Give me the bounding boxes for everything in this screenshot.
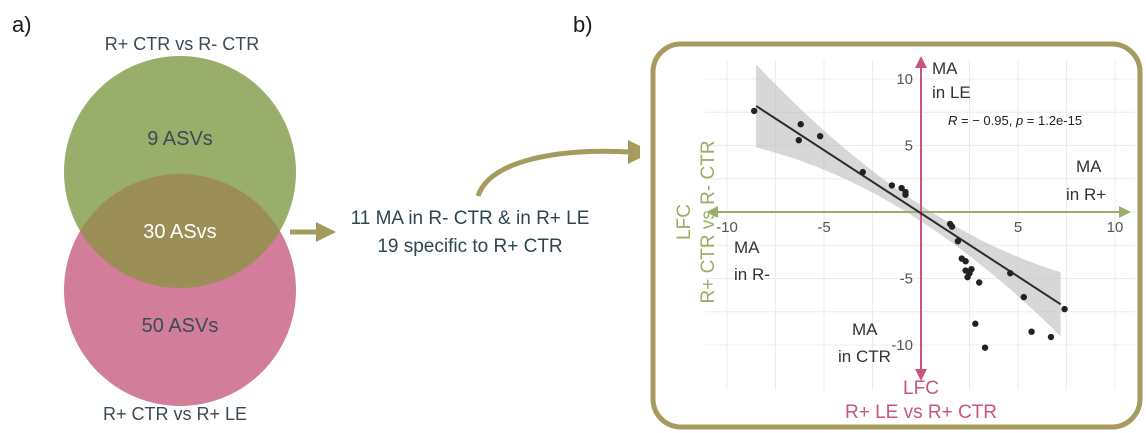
y-axis-label-line2: R+ CTR vs R- CTR — [698, 140, 719, 303]
data-point — [816, 132, 824, 140]
x-axis-arrow-left — [706, 206, 718, 218]
data-point — [981, 344, 989, 351]
data-point — [795, 136, 802, 144]
middle-line-2: 19 specific to R+ CTR — [377, 236, 563, 257]
stat-p-value: = 1.2e-15 — [1023, 113, 1082, 128]
y-tick-label: 5 — [905, 138, 913, 155]
data-point — [962, 258, 969, 265]
middle-annotation: 11 MA in R- CTR & in R+ LE 19 specific t… — [320, 205, 620, 261]
quad-bottom-line2: in CTR — [838, 347, 891, 366]
data-point — [976, 279, 983, 286]
data-point — [750, 107, 758, 115]
data-point — [972, 320, 979, 327]
stat-r-symbol: R — [948, 113, 957, 128]
y-tick-label: 10 — [896, 71, 913, 88]
quad-left-line2: in R- — [734, 265, 770, 284]
x-axis-label-line1: LFC — [903, 378, 939, 399]
y-axis-label-line1: LFC — [674, 204, 695, 240]
curved-arrow-line — [475, 148, 631, 197]
venn-bottom-title: R+ CTR vs R+ LE — [102, 404, 248, 424]
data-point — [948, 223, 956, 230]
quad-top-line2: in LE — [932, 83, 971, 102]
middle-line-1: 11 MA in R- CTR & in R+ LE — [350, 208, 590, 229]
quad-left-line1: MA — [734, 238, 760, 257]
stat-p-symbol: p — [1015, 113, 1023, 128]
data-point — [859, 168, 866, 176]
venn-count-overlap: 30 ASvs — [143, 221, 217, 243]
quad-right-line2: in R+ — [1066, 185, 1106, 204]
data-point — [797, 121, 804, 128]
data-point — [1007, 269, 1014, 277]
venn-count-top: 9 ASVs — [147, 128, 213, 150]
venn-count-bottom: 50 ASVs — [141, 315, 219, 337]
quad-right-line1: MA — [1076, 157, 1102, 176]
x-tick-label: -10 — [716, 219, 738, 236]
x-axis-arrow-right — [1119, 206, 1131, 218]
panel-a-label: a) — [12, 12, 32, 37]
panel-b-label: b) — [573, 12, 593, 37]
data-point — [964, 273, 971, 281]
y-axis-arrow-up — [915, 56, 927, 68]
curved-arrow-head — [628, 140, 640, 164]
x-tick-label: 5 — [1014, 219, 1022, 236]
data-point — [1061, 305, 1068, 313]
venn-overlap — [64, 174, 296, 288]
overlap-arrow-head — [316, 222, 336, 242]
data-point — [898, 184, 905, 192]
y-tick-label: -10 — [891, 337, 913, 354]
quad-top-line1: MA — [932, 59, 958, 78]
confidence-band — [756, 64, 1061, 337]
data-point — [954, 238, 962, 245]
stat-r-value: = − 0.95, — [957, 113, 1016, 128]
data-point — [1028, 328, 1035, 335]
venn-top-title: R+ CTR vs R- CTR — [104, 34, 260, 54]
quad-bottom-line1: MA — [852, 320, 878, 339]
x-tick-label: 10 — [1107, 219, 1124, 236]
venn-diagram — [64, 56, 640, 406]
correlation-stat: R = − 0.95, p = 1.2e-15 — [948, 113, 1082, 128]
x-tick-label: -5 — [817, 219, 830, 236]
y-tick-label: -5 — [900, 271, 913, 288]
y-axis-arrow-down — [915, 369, 927, 381]
data-point — [1020, 293, 1028, 301]
data-point — [902, 191, 909, 198]
data-point — [1047, 333, 1055, 341]
x-axis-label-line2: R+ LE vs R+ CTR — [845, 402, 997, 423]
data-point — [888, 182, 896, 189]
